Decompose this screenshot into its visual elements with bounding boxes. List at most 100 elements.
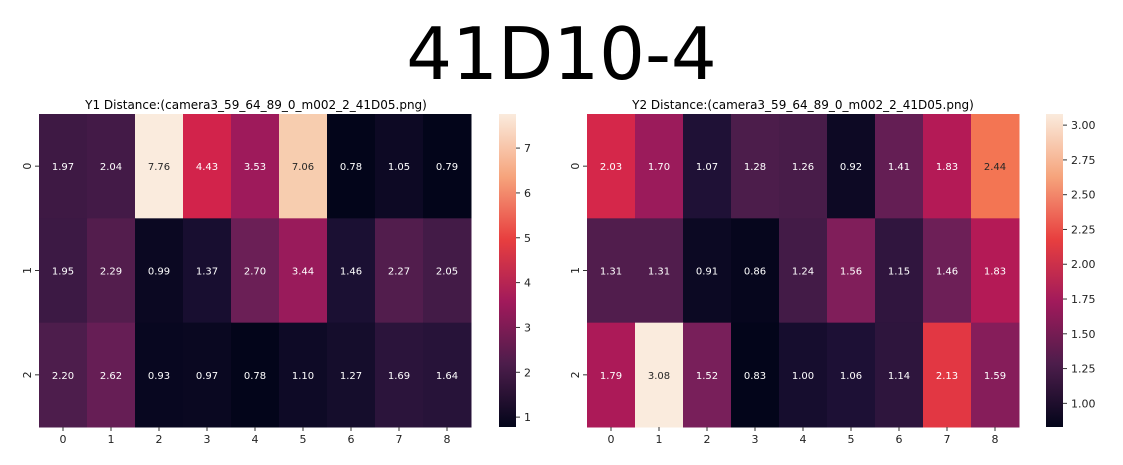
colorbar-tick-label: 2.50 xyxy=(1071,189,1096,202)
cell-value-label: 1.56 xyxy=(840,267,862,278)
heatmap-cell xyxy=(183,114,232,219)
colorbar-tick-label: 1.75 xyxy=(1071,293,1096,306)
heatmap-cell xyxy=(971,322,1020,428)
cell-value-label: 1.05 xyxy=(388,162,410,173)
cell-value-label: 1.46 xyxy=(340,267,362,278)
colorbar-tick-label: 1 xyxy=(524,411,531,424)
heatmap-cell xyxy=(39,114,88,219)
cell-value-label: 1.31 xyxy=(648,267,670,278)
colorbar-tick-label: 3 xyxy=(524,321,531,334)
colorbar-tick-label: 1.25 xyxy=(1071,363,1096,376)
heatmap-cell xyxy=(327,114,376,219)
cell-value-label: 2.29 xyxy=(100,267,122,278)
heatmap-cell xyxy=(923,218,972,324)
heatmap-cell xyxy=(635,114,684,219)
heatmap-cell xyxy=(779,114,828,219)
heatmap-cell xyxy=(779,218,828,324)
cell-value-label: 1.07 xyxy=(696,162,718,173)
x-tick-label: 6 xyxy=(896,433,903,446)
heatmap-cell xyxy=(87,322,136,428)
cell-value-label: 0.78 xyxy=(340,162,362,173)
heatmap-cell xyxy=(587,322,636,428)
cell-value-label: 2.62 xyxy=(100,371,122,382)
heatmap-cell xyxy=(39,322,88,428)
cell-value-label: 1.83 xyxy=(936,162,958,173)
cell-value-label: 1.52 xyxy=(696,371,718,382)
heatmap-cell xyxy=(923,114,972,219)
heatmap-cell xyxy=(87,218,136,324)
heatmap-cell xyxy=(875,218,924,324)
cell-value-label: 7.06 xyxy=(292,162,314,173)
heatmap-cell xyxy=(375,114,424,219)
cell-value-label: 0.97 xyxy=(196,371,218,382)
heatmap-cell xyxy=(279,322,328,428)
y-tick-label: 1 xyxy=(569,267,582,274)
cell-value-label: 0.99 xyxy=(148,267,170,278)
colorbar-tick-label: 2.00 xyxy=(1071,258,1096,271)
cell-value-label: 2.44 xyxy=(984,162,1006,173)
cell-value-label: 1.00 xyxy=(792,371,814,382)
x-tick-label: 8 xyxy=(444,433,451,446)
heatmap-cell xyxy=(423,114,472,219)
x-tick-label: 4 xyxy=(800,433,807,446)
cell-value-label: 1.10 xyxy=(292,371,314,382)
x-tick-label: 2 xyxy=(156,433,163,446)
x-tick-label: 3 xyxy=(752,433,759,446)
y-tick-label: 2 xyxy=(21,371,34,378)
heatmap-cell xyxy=(827,322,876,428)
cell-value-label: 1.14 xyxy=(888,371,910,382)
cell-value-label: 1.26 xyxy=(792,162,814,173)
y-tick-label: 1 xyxy=(21,267,34,274)
heatmap-cell xyxy=(327,322,376,428)
x-tick-label: 4 xyxy=(252,433,259,446)
cell-value-label: 3.53 xyxy=(244,162,266,173)
heatmap-cell xyxy=(587,218,636,324)
cell-value-label: 0.86 xyxy=(744,267,766,278)
cell-value-label: 0.79 xyxy=(436,162,458,173)
x-tick-label: 3 xyxy=(204,433,211,446)
cell-value-label: 2.20 xyxy=(52,371,74,382)
heatmap-cell xyxy=(683,322,732,428)
colorbar-tick-label: 1.00 xyxy=(1071,397,1096,410)
cell-value-label: 1.28 xyxy=(744,162,766,173)
heatmap-cell xyxy=(635,322,684,428)
colorbar-tick-label: 6 xyxy=(524,187,531,200)
heatmap-cell xyxy=(39,218,88,324)
cell-value-label: 1.70 xyxy=(648,162,670,173)
heatmap-cell xyxy=(875,322,924,428)
heatmap-cell xyxy=(731,218,780,324)
heatmap-cell xyxy=(231,322,280,428)
cell-value-label: 2.04 xyxy=(100,162,122,173)
heatmap-cell xyxy=(683,218,732,324)
colorbar-tick-label: 4 xyxy=(524,277,531,290)
cell-value-label: 1.83 xyxy=(984,267,1006,278)
heatmap-cell xyxy=(683,114,732,219)
heatmap-cell xyxy=(423,322,472,428)
cell-value-label: 0.91 xyxy=(696,267,718,278)
x-tick-label: 7 xyxy=(396,433,403,446)
cell-value-label: 0.93 xyxy=(148,371,170,382)
cell-value-label: 0.83 xyxy=(744,371,766,382)
cell-value-label: 1.95 xyxy=(52,267,74,278)
colorbar-tick-label: 2.25 xyxy=(1071,223,1096,236)
colorbar xyxy=(1046,114,1063,427)
cell-value-label: 4.43 xyxy=(196,162,218,173)
cell-value-label: 1.41 xyxy=(888,162,910,173)
y-tick-label: 0 xyxy=(569,163,582,170)
cell-value-label: 1.46 xyxy=(936,267,958,278)
x-tick-label: 6 xyxy=(348,433,355,446)
heatmap-cell xyxy=(375,218,424,324)
cell-value-label: 1.64 xyxy=(436,371,458,382)
cell-value-label: 0.78 xyxy=(244,371,266,382)
heatmap-cell xyxy=(135,114,184,219)
heatmap-cell xyxy=(135,322,184,428)
heatmap-cell xyxy=(827,114,876,219)
colorbar-tick-label: 2.75 xyxy=(1071,154,1096,167)
heatmap-cell xyxy=(183,218,232,324)
cell-value-label: 1.37 xyxy=(196,267,218,278)
heatmap-cell xyxy=(183,322,232,428)
cell-value-label: 2.13 xyxy=(936,371,958,382)
x-tick-label: 0 xyxy=(60,433,67,446)
cell-value-label: 1.06 xyxy=(840,371,862,382)
x-tick-label: 2 xyxy=(704,433,711,446)
